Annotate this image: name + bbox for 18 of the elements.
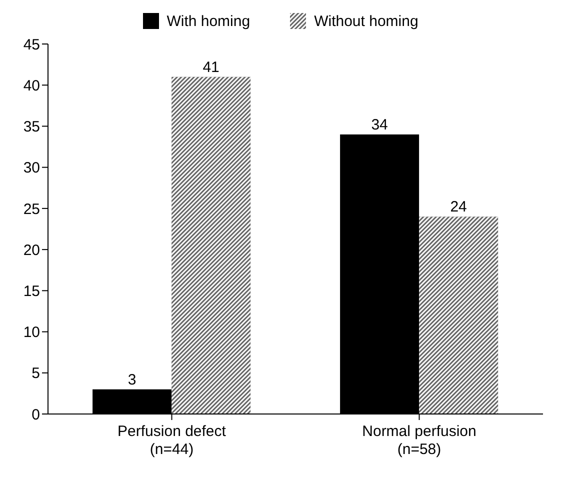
data-label: 34	[371, 116, 388, 134]
legend-label: Without homing	[314, 12, 418, 30]
legend-label: With homing	[166, 12, 250, 30]
y-tick-label: 0	[32, 406, 40, 424]
x-tick-label: Normal perfusion (n=58)	[362, 423, 476, 458]
y-tick-label: 25	[23, 200, 40, 218]
y-tick-label: 10	[23, 324, 40, 342]
y-tick-label: 20	[23, 242, 40, 259]
y-tick-label: 5	[32, 365, 40, 382]
x-tick-label: Perfusion defect (n=44)	[118, 423, 227, 458]
y-tick-label: 15	[23, 282, 40, 300]
data-label: 24	[450, 198, 467, 216]
y-tick-label: 30	[23, 160, 40, 177]
y-tick-label: 40	[23, 77, 40, 94]
y-tick-label: 35	[23, 118, 40, 136]
data-label: 3	[128, 371, 136, 388]
y-tick-label: 45	[23, 36, 40, 54]
data-label: 41	[202, 58, 220, 76]
